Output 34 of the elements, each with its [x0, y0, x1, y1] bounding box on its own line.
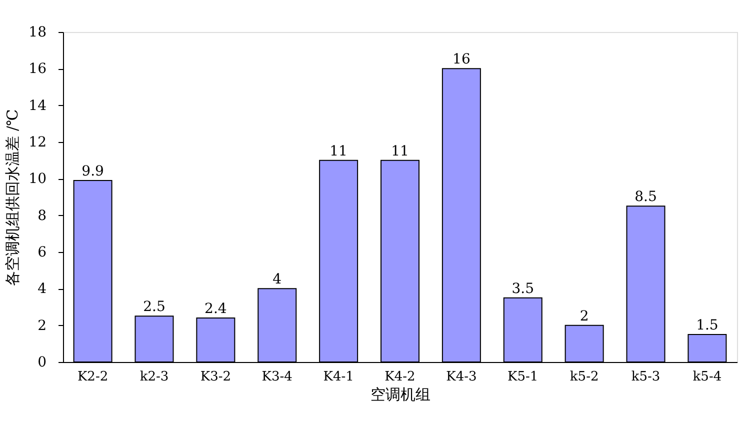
data-label: 2.4: [204, 301, 227, 317]
x-tick-label: K4-3: [446, 370, 477, 384]
data-label: 1.5: [696, 318, 718, 334]
y-tick-label: 6: [38, 244, 47, 260]
x-tick-label: k2-3: [140, 370, 169, 384]
y-tick-label: 8: [38, 208, 46, 224]
x-tick-label: K5-1: [508, 370, 538, 384]
x-tick-label: K4-2: [384, 370, 416, 384]
data-label: 11: [330, 143, 348, 160]
x-tick-label: K2-2: [77, 370, 108, 384]
data-label: 3.5: [512, 280, 534, 297]
y-tick-label: 16: [28, 61, 47, 78]
data-label: 8.5: [634, 189, 657, 206]
y-tick-label: 2: [38, 318, 46, 334]
x-axis-title: 空调机组: [370, 386, 430, 404]
x-tick-label: k5-3: [631, 370, 660, 384]
y-tick-label: 18: [28, 24, 46, 40]
x-tick-label: K4-1: [323, 370, 354, 384]
data-label: 2: [580, 308, 589, 324]
x-tick-label: k5-4: [692, 370, 722, 384]
data-label: 16: [452, 52, 470, 68]
y-tick-label: 14: [28, 98, 47, 114]
data-label: 11: [391, 143, 409, 160]
data-label: 4: [272, 272, 282, 288]
y-tick-label: 10: [28, 171, 46, 188]
x-tick-label: K3-4: [262, 370, 292, 384]
y-tick-label: 4: [38, 281, 47, 298]
data-label: 2.5: [143, 299, 166, 316]
y-axis-title: 各空调机组供回水温差 /℃: [4, 109, 22, 286]
y-tick-label: 0: [38, 354, 46, 370]
x-tick-label: k5-2: [570, 370, 599, 384]
y-tick-label: 12: [28, 134, 46, 150]
x-tick-label: K3-2: [200, 370, 232, 384]
data-label: 9.9: [82, 164, 104, 180]
